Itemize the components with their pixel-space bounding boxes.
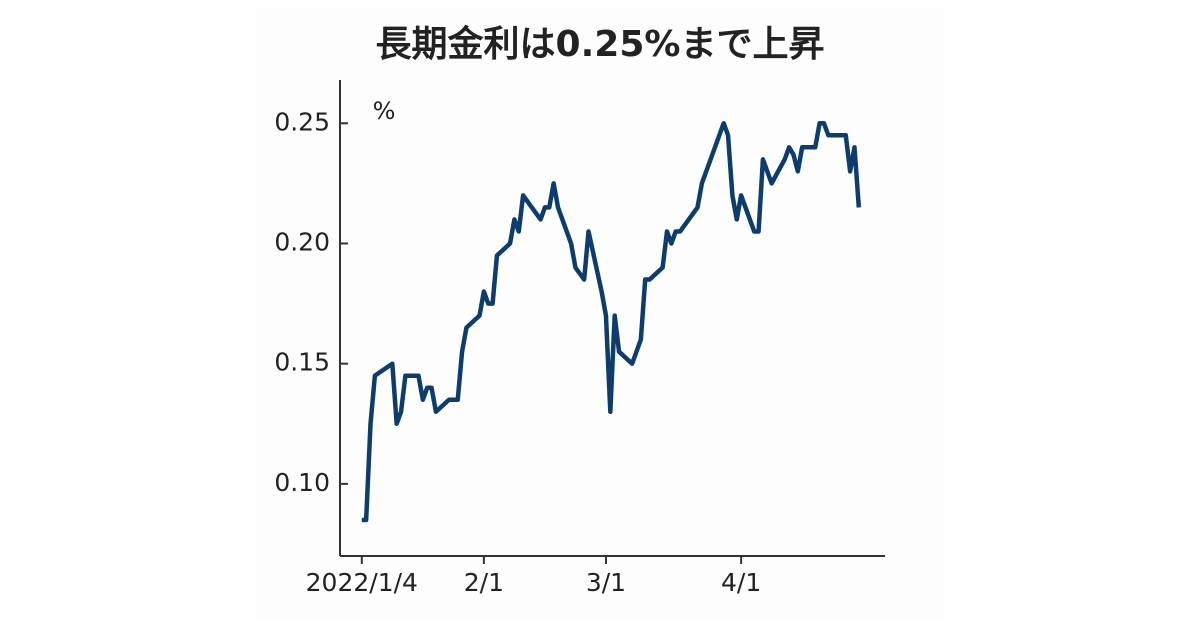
y-tick-label: 0.10 bbox=[274, 468, 330, 497]
y-tick-label: 0.20 bbox=[274, 227, 330, 256]
y-tick-label: 0.25 bbox=[274, 107, 330, 136]
y-tick-label: 0.15 bbox=[274, 348, 330, 377]
x-tick-label: 3/1 bbox=[586, 568, 626, 597]
x-tick-label: 2022/1/4 bbox=[306, 568, 418, 597]
chart-title: 長期金利は0.25%まで上昇 bbox=[376, 23, 825, 65]
x-tick-label: 2/1 bbox=[464, 568, 504, 597]
x-tick-label: 4/1 bbox=[721, 568, 761, 597]
line-series bbox=[361, 121, 862, 523]
chart-panel bbox=[255, 8, 945, 622]
unit-label: % bbox=[373, 97, 396, 125]
